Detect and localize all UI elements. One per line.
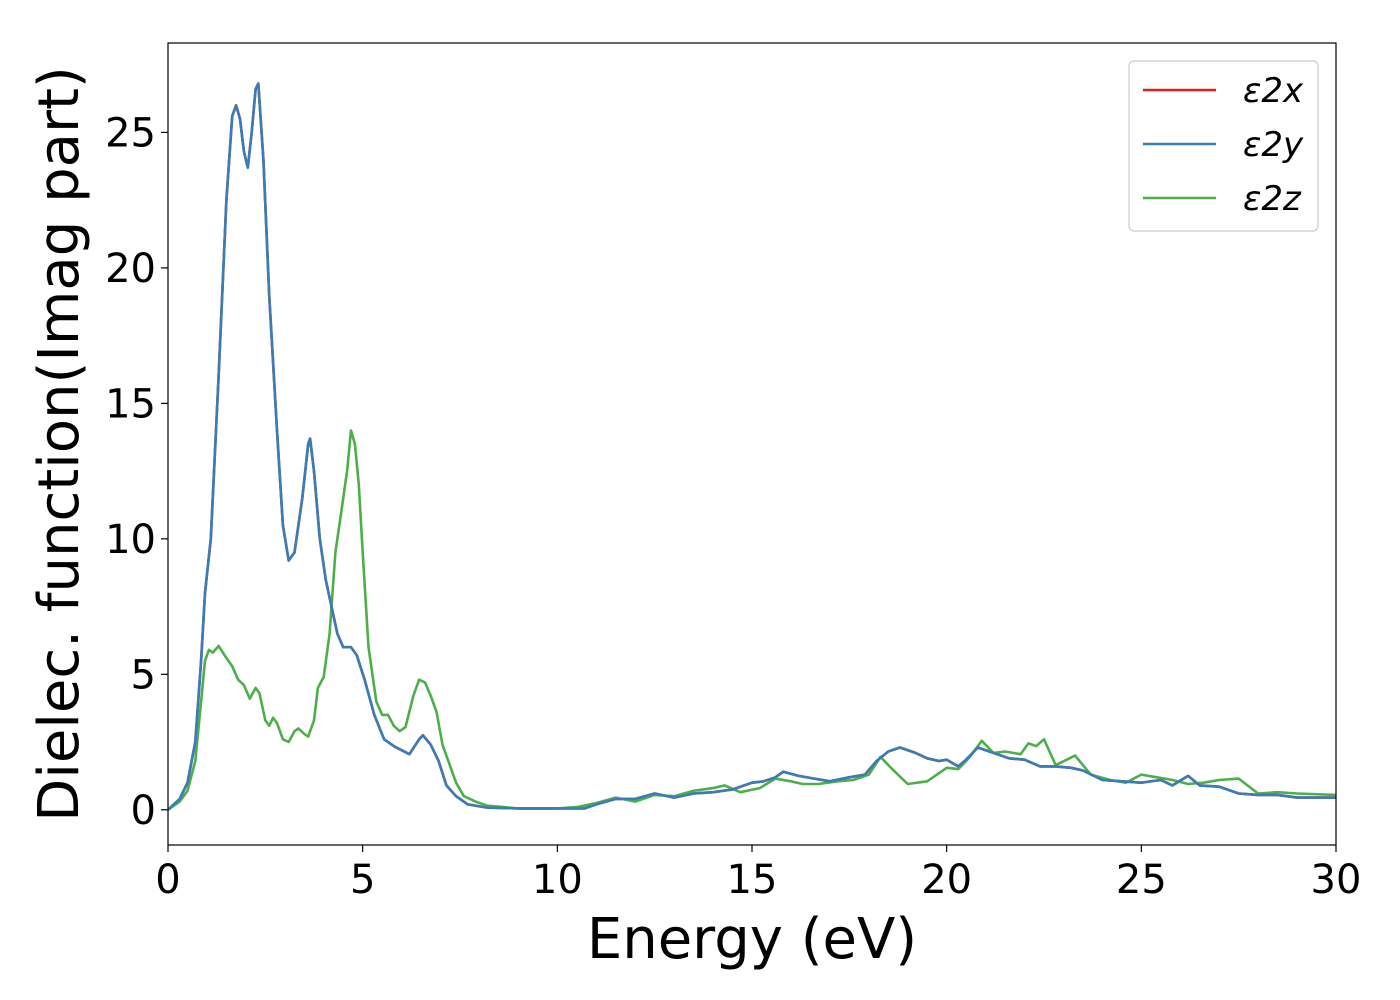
- y-axis-label: Dielec. function(Imag part): [27, 66, 92, 822]
- x-tick-label: 10: [532, 857, 583, 903]
- series-line-2: [168, 429, 1336, 811]
- series-line-1: [168, 82, 1336, 811]
- legend-label: ε2z: [1243, 179, 1302, 219]
- y-axis-ticks: 0 5 10 15 20 25: [105, 110, 168, 834]
- legend: ε2x ε2y ε2z: [1128, 60, 1319, 232]
- y-tick-label: 10: [105, 517, 156, 563]
- x-tick-label: 5: [350, 857, 375, 903]
- legend-label: ε2x: [1243, 71, 1304, 111]
- y-tick-label: 5: [131, 652, 156, 698]
- legend-box: [1128, 60, 1319, 232]
- x-tick-label: 0: [155, 857, 180, 903]
- y-tick-label: 20: [105, 246, 156, 292]
- y-tick-label: 15: [105, 381, 156, 427]
- x-tick-label: 20: [921, 857, 972, 903]
- y-tick-label: 0: [131, 788, 156, 834]
- x-tick-label: 25: [1116, 857, 1167, 903]
- x-axis-ticks: 0 5 10 15 20 25 30: [155, 845, 1361, 903]
- y-tick-label: 25: [105, 110, 156, 156]
- x-tick-label: 30: [1311, 857, 1362, 903]
- plot-lines: [168, 82, 1336, 811]
- x-tick-label: 15: [727, 857, 778, 903]
- legend-label: ε2y: [1243, 125, 1304, 165]
- x-axis-label: Energy (eV): [587, 907, 917, 972]
